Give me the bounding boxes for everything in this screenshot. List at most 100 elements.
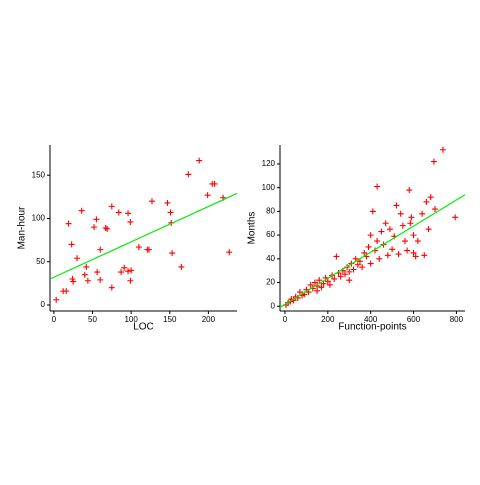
point <box>439 146 446 153</box>
point <box>91 224 98 231</box>
y-tick-label: 60 <box>266 230 275 239</box>
point <box>425 226 432 233</box>
point <box>135 244 142 251</box>
point <box>84 277 91 284</box>
y-tick-label: 100 <box>262 183 276 192</box>
point <box>407 220 414 227</box>
point <box>104 225 111 232</box>
x-tick-label: 800 <box>450 315 464 324</box>
x-tick-label: 600 <box>407 315 421 324</box>
point <box>178 263 185 270</box>
point <box>316 277 323 284</box>
point <box>196 157 203 164</box>
point <box>382 220 389 227</box>
point <box>93 216 100 223</box>
x-axis-label: Function-points <box>338 322 406 333</box>
point <box>68 241 75 248</box>
point <box>74 255 81 262</box>
point <box>127 277 134 284</box>
point <box>311 279 318 286</box>
point <box>145 246 152 253</box>
point <box>81 271 88 278</box>
point <box>97 276 104 283</box>
point <box>125 268 132 275</box>
point <box>169 250 176 257</box>
point <box>83 263 90 270</box>
point <box>421 252 428 259</box>
point <box>427 194 434 201</box>
point <box>324 278 331 285</box>
point <box>386 226 393 233</box>
point <box>121 264 128 271</box>
point <box>164 199 171 206</box>
y-tick-label: 0 <box>41 300 46 309</box>
point <box>367 232 374 239</box>
point <box>365 243 372 250</box>
point <box>376 255 383 262</box>
point <box>359 264 366 271</box>
point <box>395 251 402 258</box>
point <box>296 289 303 296</box>
point <box>406 187 413 194</box>
point <box>419 210 426 217</box>
y-axis-label: Man-hour <box>17 206 28 249</box>
point <box>149 198 155 205</box>
point <box>320 280 327 287</box>
point <box>97 246 104 253</box>
point <box>369 208 376 215</box>
x-tick-label: 0 <box>283 315 288 324</box>
point <box>65 220 72 227</box>
point <box>204 192 211 199</box>
point <box>337 273 344 280</box>
point <box>346 277 353 284</box>
point <box>127 218 134 225</box>
point <box>423 198 430 205</box>
point <box>430 158 437 165</box>
fit-line <box>49 192 238 280</box>
point <box>361 249 368 256</box>
fit-line <box>279 194 466 308</box>
y-tick-label: 20 <box>266 278 275 287</box>
point <box>307 281 314 288</box>
point <box>318 284 325 291</box>
point <box>102 225 109 231</box>
x-tick-label: 50 <box>88 315 97 324</box>
point <box>226 249 233 256</box>
x-tick-label: 0 <box>52 315 57 324</box>
y-tick-label: 50 <box>36 257 45 266</box>
point <box>115 209 122 216</box>
x-tick-label: 200 <box>321 315 335 324</box>
point <box>410 249 417 256</box>
point <box>412 253 419 260</box>
point <box>374 183 381 190</box>
point <box>378 228 385 235</box>
y-axis-label: Months <box>247 212 258 245</box>
point <box>211 180 218 187</box>
point <box>333 253 340 260</box>
point <box>108 284 115 291</box>
y-tick-label: 40 <box>266 254 275 263</box>
y-tick-label: 0 <box>271 301 276 310</box>
point <box>63 288 70 295</box>
point <box>404 247 411 254</box>
point <box>408 214 415 221</box>
point <box>410 232 417 239</box>
point <box>69 276 76 283</box>
x-tick-label: 150 <box>163 315 177 324</box>
point <box>384 252 391 259</box>
point <box>118 269 125 276</box>
point <box>94 269 101 276</box>
point <box>341 271 348 278</box>
point <box>431 206 438 213</box>
x-tick-label: 200 <box>202 315 216 324</box>
y-tick-label: 80 <box>266 207 275 216</box>
y-tick-label: 150 <box>32 170 46 179</box>
point <box>350 266 357 273</box>
point <box>346 268 353 275</box>
x-tick-label: 400 <box>364 315 378 324</box>
point <box>167 209 174 216</box>
point <box>125 210 132 217</box>
point <box>367 260 374 267</box>
point <box>185 171 192 178</box>
